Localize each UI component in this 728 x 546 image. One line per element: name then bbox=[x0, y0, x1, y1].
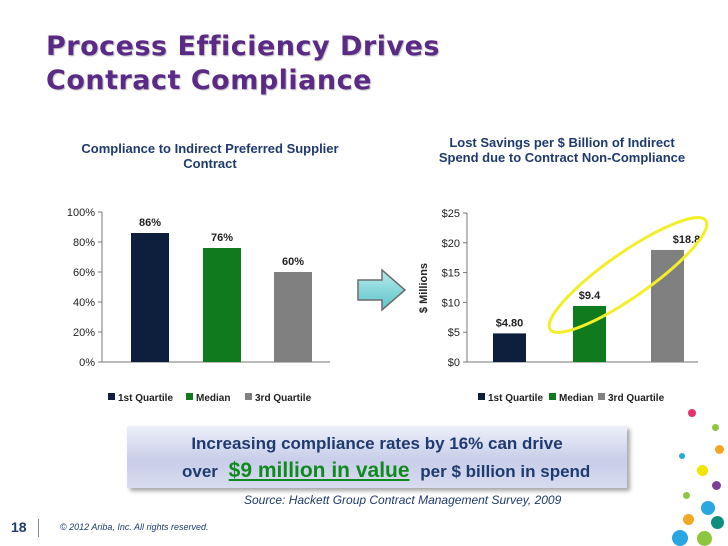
slide-title: Process Efficiency Drives Contract Compl… bbox=[46, 30, 440, 98]
chart1-legend-swatch bbox=[245, 393, 252, 400]
chart1-legend-label: 1st Quartile bbox=[118, 393, 173, 404]
callout-line2-post: per $ billion in spend bbox=[420, 462, 591, 481]
chart1-legend-label: Median bbox=[196, 393, 230, 404]
decor-dot bbox=[683, 514, 694, 525]
chart1-title-line1: Compliance to Indirect Preferred Supplie… bbox=[81, 141, 339, 156]
chart1-legend-swatch bbox=[108, 393, 115, 400]
chart1-bar bbox=[274, 272, 312, 362]
decor-dot bbox=[672, 530, 688, 546]
chart2-bar bbox=[573, 305, 606, 362]
chart1-bar bbox=[131, 233, 169, 362]
decor-dot bbox=[712, 481, 721, 490]
chart1-ytick-label: 80% bbox=[73, 237, 95, 249]
chart2-legend-label: Median bbox=[559, 393, 593, 404]
chart2-data-label: $18.8 bbox=[673, 234, 701, 246]
chart1-ytick-label: 100% bbox=[67, 207, 95, 219]
decor-dot bbox=[679, 453, 685, 459]
chart2-legend-swatch bbox=[549, 393, 556, 400]
decor-dot bbox=[683, 492, 690, 499]
chart2-ytick-label: $0 bbox=[448, 357, 460, 369]
chart1-title: Compliance to Indirect Preferred Supplie… bbox=[62, 141, 358, 171]
chart1-legend-label: 3rd Quartile bbox=[255, 393, 312, 404]
decor-dot bbox=[697, 531, 712, 546]
chart2-ytick-label: $5 bbox=[448, 327, 460, 339]
chart2-title-line1: Lost Savings per $ Billion of Indirect bbox=[449, 135, 675, 150]
chart2-data-label: $4.80 bbox=[496, 317, 524, 329]
chart1-data-label: 76% bbox=[211, 232, 233, 244]
chart1-ytick-label: 0% bbox=[79, 357, 95, 369]
chart1-data-label: 60% bbox=[282, 256, 304, 268]
page-number: 18 bbox=[11, 519, 27, 535]
chart2-legend-label: 1st Quartile bbox=[488, 393, 543, 404]
decor-dot bbox=[697, 465, 708, 476]
chart1-ytick-label: 60% bbox=[73, 267, 95, 279]
chart1-legend-swatch bbox=[186, 393, 193, 400]
chart2-data-label: $9.4 bbox=[579, 290, 601, 302]
chart1-ytick-label: 40% bbox=[73, 297, 95, 309]
chart2-bar bbox=[493, 333, 526, 362]
decor-dot bbox=[711, 516, 724, 529]
callout-box: Increasing compliance rates by 16% can d… bbox=[127, 426, 627, 488]
chart1-title-line2: Contract bbox=[183, 156, 237, 171]
decor-dot bbox=[688, 409, 696, 417]
chart2-ytick-label: $15 bbox=[442, 268, 460, 280]
decor-dot bbox=[712, 424, 719, 431]
chart2-ytick-label: $25 bbox=[442, 208, 460, 220]
callout-highlight: $9 million in value bbox=[228, 459, 410, 482]
copyright: © 2012 Ariba, Inc. All rights reserved. bbox=[60, 522, 209, 532]
chart1-bar bbox=[203, 248, 241, 362]
decor-dot bbox=[701, 501, 715, 515]
slide-title-line2: Contract Compliance bbox=[46, 65, 372, 96]
chart2-legend-label: 3rd Quartile bbox=[608, 393, 665, 404]
chart2-legend-swatch bbox=[478, 393, 485, 400]
chart2-title-line2: Spend due to Contract Non-Compliance bbox=[438, 150, 686, 165]
footer-divider bbox=[38, 519, 39, 537]
callout-line2: over $9 million in value per $ billion i… bbox=[182, 459, 590, 483]
right-arrow-icon bbox=[357, 268, 407, 312]
chart2-title: Lost Savings per $ Billion of Indirect S… bbox=[420, 135, 704, 165]
chart2-ytick-label: $10 bbox=[442, 297, 460, 309]
chart2-legend-swatch bbox=[598, 393, 605, 400]
slide-title-line1: Process Efficiency Drives bbox=[46, 31, 440, 62]
chart2-ytick-label: $20 bbox=[442, 238, 460, 250]
callout-line1: Increasing compliance rates by 16% can d… bbox=[191, 434, 563, 453]
chart2-y-axis-label: $ Millions bbox=[418, 263, 430, 313]
chart1-ytick-label: 20% bbox=[73, 327, 95, 339]
source-note: Source: Hackett Group Contract Managemen… bbox=[244, 493, 562, 507]
chart2-bar bbox=[651, 249, 684, 362]
callout-line2-pre: over bbox=[182, 462, 218, 481]
chart1-data-label: 86% bbox=[139, 217, 161, 229]
decor-dot bbox=[715, 445, 724, 454]
